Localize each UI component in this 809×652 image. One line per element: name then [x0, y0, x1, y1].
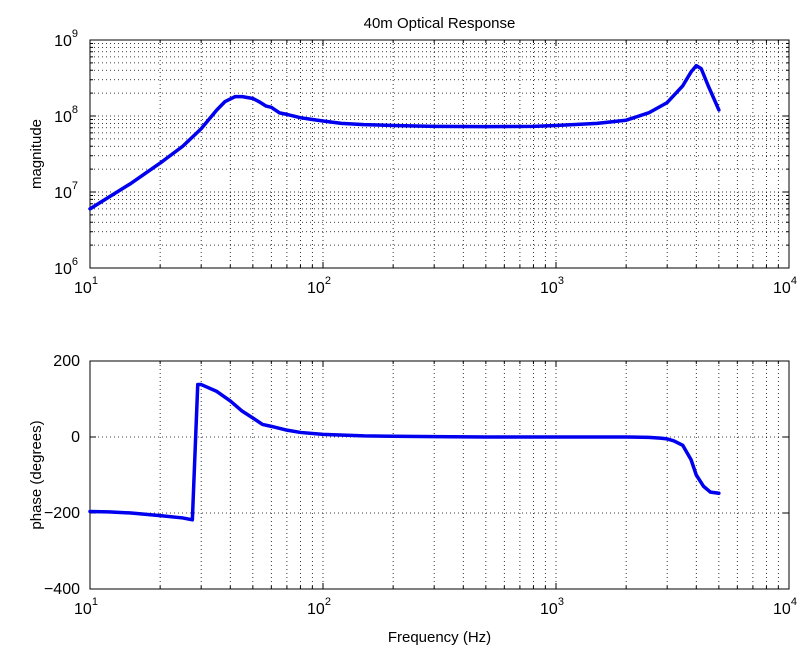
axes-box — [89, 39, 790, 269]
x-tick-label: 101 — [74, 596, 98, 618]
y-tick-label: −400 — [44, 581, 80, 598]
y-tick-label: 106 — [54, 256, 78, 278]
y-tick-label: 0 — [71, 429, 80, 446]
x-tick-label: 104 — [773, 275, 797, 297]
axes-box — [89, 360, 790, 590]
tick-marks — [89, 360, 790, 590]
y-tick-label: 200 — [53, 353, 80, 370]
x-tick-label: 102 — [307, 596, 331, 618]
x-tick-label: 104 — [773, 596, 797, 618]
data-line — [88, 63, 721, 211]
grid — [90, 361, 789, 589]
grid — [90, 40, 789, 268]
x-tick-label: 103 — [540, 275, 564, 297]
data-line — [88, 382, 721, 522]
phase-panel: 101 102 103 104 −400 −200 0 200 phase (degrees) F… — [28, 353, 797, 646]
y-tick-label: 107 — [54, 180, 78, 202]
tick-marks — [89, 39, 790, 269]
y-tick-label: 109 — [54, 28, 78, 50]
y-axis-label: magnitude — [28, 119, 45, 189]
x-tick-label: 101 — [74, 275, 98, 297]
y-tick-label: 108 — [54, 104, 78, 126]
y-tick-label: −200 — [44, 505, 80, 522]
x-tick-label: 103 — [540, 596, 564, 618]
chart-title: 40m Optical Response — [364, 15, 516, 32]
x-axis-label: Frequency (Hz) — [388, 629, 491, 646]
y-axis-label: phase (degrees) — [28, 420, 45, 529]
x-tick-label: 102 — [307, 275, 331, 297]
magnitude-panel: 101 102 103 104 106 107 108 109 40m Optical Resp… — [28, 15, 797, 297]
